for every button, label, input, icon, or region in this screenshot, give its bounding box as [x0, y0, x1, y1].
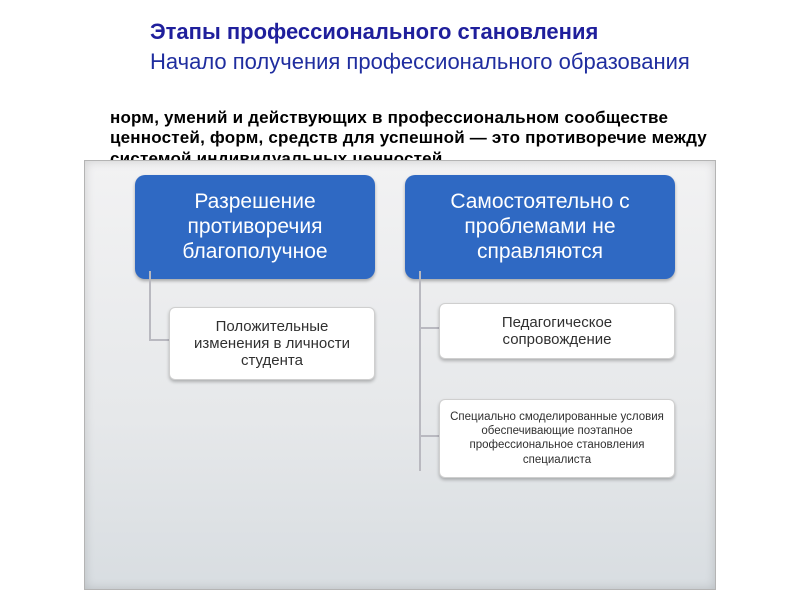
- left-header-box: Разрешение противоречия благополучное: [135, 175, 375, 279]
- right-child-2: Специально смоделированные условия обесп…: [439, 399, 675, 479]
- connector-tick: [419, 435, 439, 437]
- slide: Этапы профессионального становления Нача…: [0, 0, 800, 600]
- left-child-1: Положительные изменения в личности студе…: [169, 307, 375, 380]
- right-child-1: Педагогическое сопровождение: [439, 303, 675, 359]
- title-main: Этапы профессионального становления: [150, 18, 720, 46]
- right-header-box: Самостоятельно с проблемами не справляют…: [405, 175, 675, 279]
- title-block: Этапы профессионального становления Нача…: [0, 18, 800, 75]
- diagram-frame: Разрешение противоречия благополучное По…: [84, 160, 716, 590]
- title-sub: Начало получения профессионального образ…: [150, 48, 720, 76]
- connector-tick: [149, 339, 169, 341]
- column-right: Самостоятельно с проблемами не справляют…: [405, 175, 675, 478]
- connector-rail: [149, 271, 151, 341]
- connector-rail: [419, 271, 421, 471]
- connector-tick: [419, 327, 439, 329]
- column-left: Разрешение противоречия благополучное По…: [135, 175, 375, 380]
